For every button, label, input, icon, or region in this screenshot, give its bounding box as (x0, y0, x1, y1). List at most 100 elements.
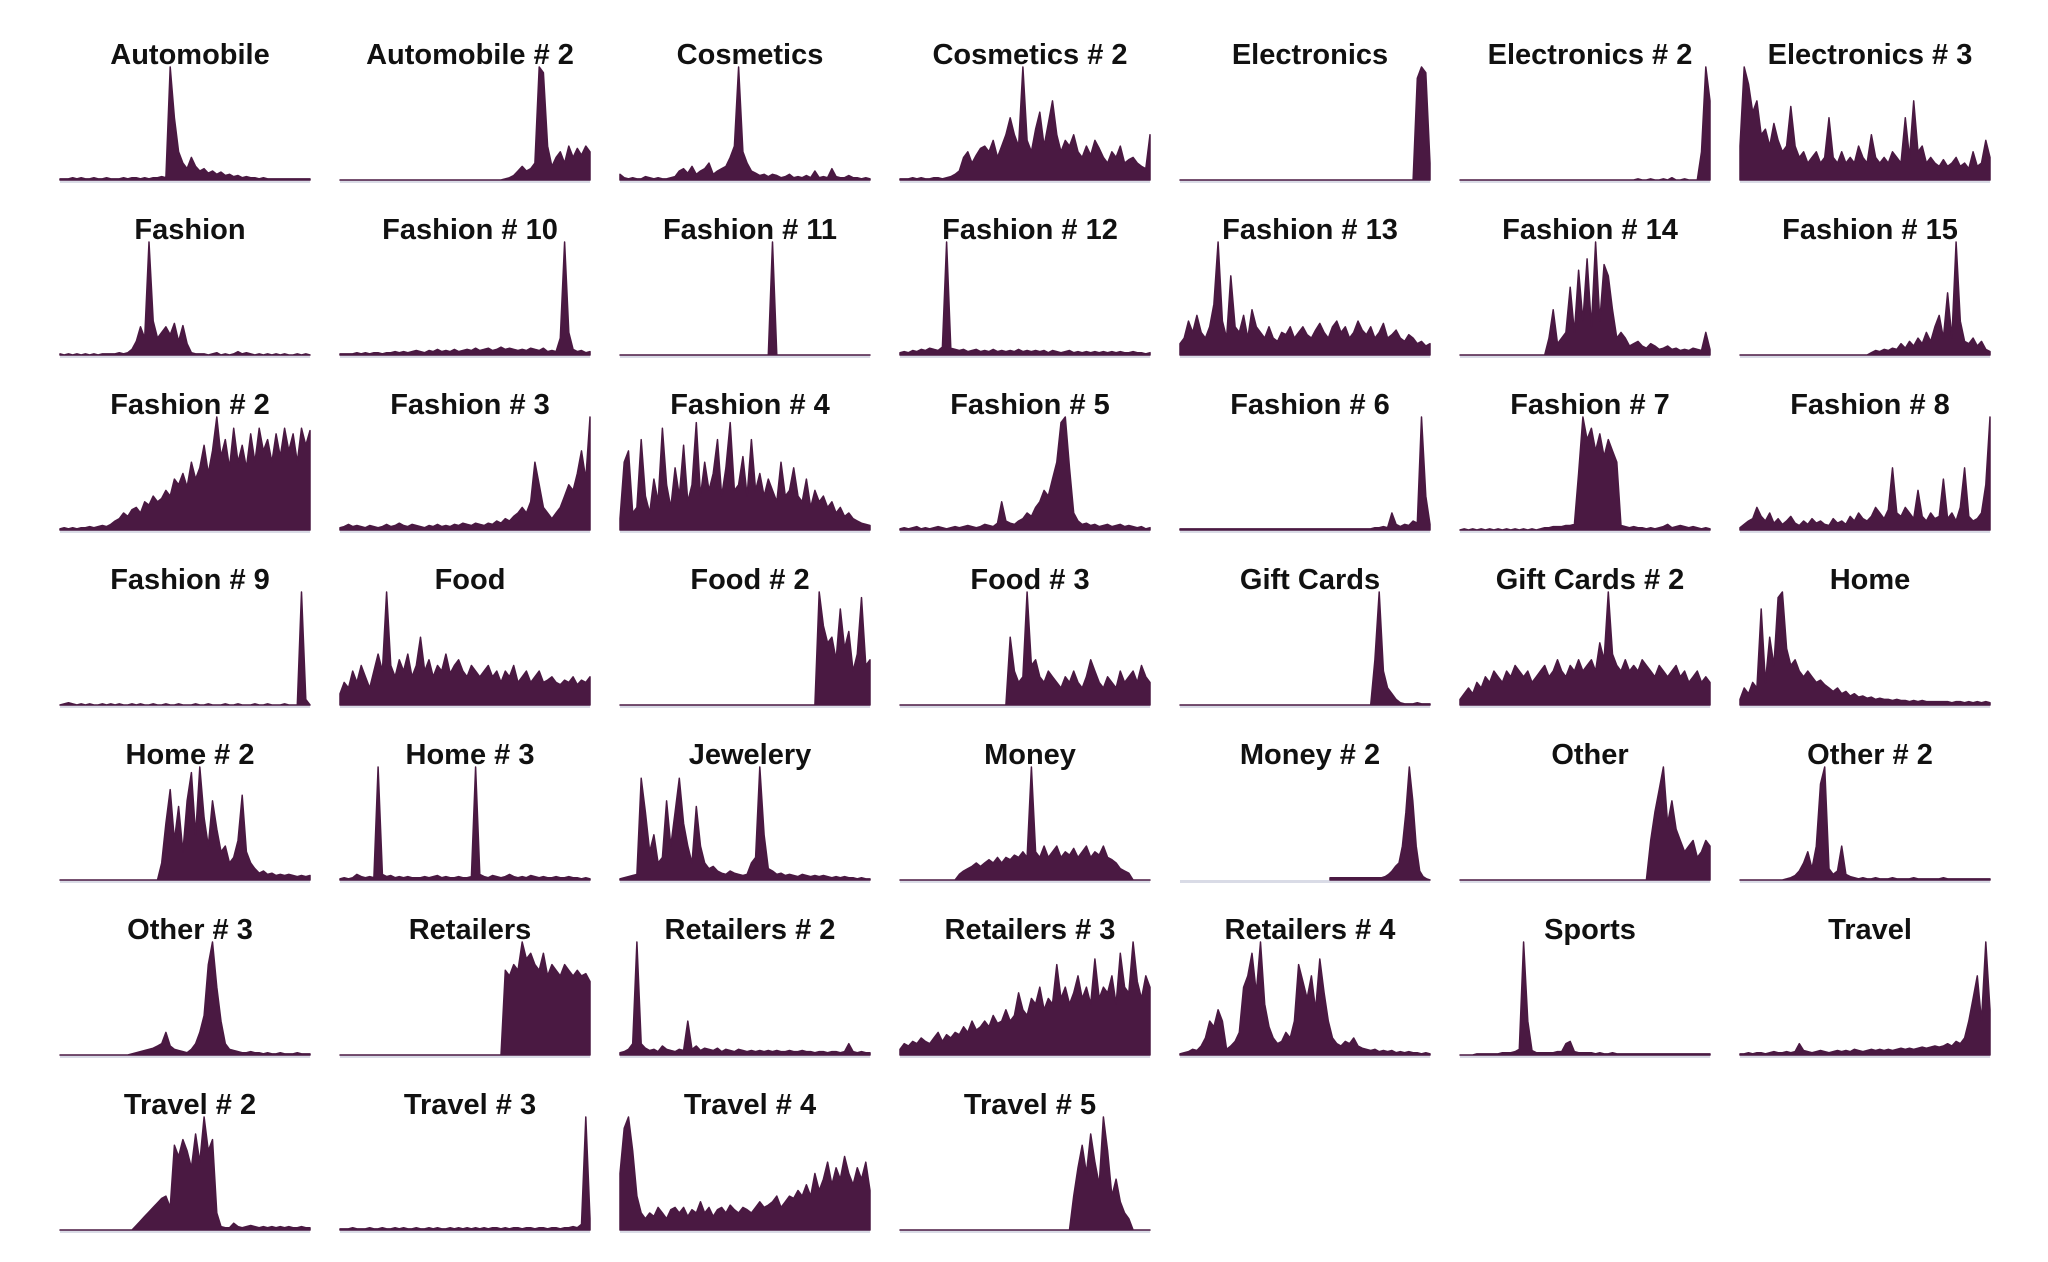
area-series (1459, 66, 1711, 181)
area-series (1739, 66, 1991, 181)
panel-title: Fashion # 12 (942, 214, 1118, 246)
area-series (1179, 416, 1431, 531)
area-series (59, 416, 311, 531)
panel-title: Other # 3 (127, 914, 253, 946)
panel: Other # 3 (59, 914, 311, 1058)
panel: Fashion # 8 (1739, 389, 1991, 533)
area-series (1459, 766, 1711, 881)
panel-title: Money # 2 (1240, 739, 1380, 771)
panel: Retailers # 3 (899, 914, 1151, 1058)
area-series (899, 416, 1151, 531)
panel: Automobile # 2 (339, 39, 591, 183)
area-series (339, 941, 591, 1056)
panel-title: Cosmetics (677, 39, 824, 71)
panel-title: Automobile # 2 (366, 39, 574, 71)
area-series (1329, 766, 1431, 881)
panel-title: Fashion # 10 (382, 214, 558, 246)
area-series (339, 766, 591, 881)
panel-title: Home # 2 (126, 739, 255, 771)
panel: Travel # 4 (619, 1089, 871, 1233)
panel-title: Gift Cards # 2 (1496, 564, 1685, 596)
panel: Electronics (1179, 39, 1431, 183)
panel: Fashion # 3 (339, 389, 591, 533)
panel: Home # 3 (339, 739, 591, 883)
panel-title: Fashion # 15 (1782, 214, 1958, 246)
panel: Gift Cards # 2 (1459, 564, 1711, 708)
panel: Fashion # 4 (619, 389, 871, 533)
area-series (339, 416, 591, 531)
panel-title: Fashion # 7 (1510, 389, 1670, 421)
panel-title: Retailers # 3 (945, 914, 1116, 946)
panel-title: Fashion # 13 (1222, 214, 1398, 246)
panel-title: Food (435, 564, 506, 596)
panel-title: Travel # 2 (124, 1089, 256, 1121)
area-series (339, 591, 591, 706)
panel-title: Other (1551, 739, 1628, 771)
panel-title: Fashion # 8 (1790, 389, 1950, 421)
panel: Fashion # 12 (899, 214, 1151, 358)
area-series (59, 1116, 311, 1231)
panel: Money (899, 739, 1151, 883)
panel: Retailers (339, 914, 591, 1058)
area-series (1459, 591, 1711, 706)
panel-title: Jewelery (689, 739, 812, 771)
panel-title: Travel # 4 (684, 1089, 816, 1121)
panel: Automobile (59, 39, 311, 183)
panel-title: Retailers # 2 (665, 914, 836, 946)
panel: Food (339, 564, 591, 708)
panel-title: Food # 2 (690, 564, 809, 596)
area-series (1739, 416, 1991, 531)
area-series (619, 66, 871, 181)
panel: Fashion # 10 (339, 214, 591, 358)
panel: Fashion # 9 (59, 564, 311, 708)
panel: Cosmetics # 2 (899, 39, 1151, 183)
area-series (59, 241, 311, 356)
panel-title: Fashion # 3 (390, 389, 550, 421)
area-series (619, 941, 871, 1056)
panel: Sports (1459, 914, 1711, 1058)
area-series (1459, 241, 1711, 356)
panel: Other # 2 (1739, 739, 1991, 883)
panel: Fashion # 11 (619, 214, 871, 358)
panel: Home (1739, 564, 1991, 708)
area-series (1459, 416, 1711, 531)
area-series (59, 941, 311, 1056)
panel-title: Home (1830, 564, 1911, 596)
panel-title: Retailers # 4 (1225, 914, 1396, 946)
panel: Fashion # 14 (1459, 214, 1711, 358)
area-series (1179, 241, 1431, 356)
area-series (619, 1116, 871, 1231)
area-series (899, 941, 1151, 1056)
panel-title: Retailers (409, 914, 532, 946)
panel-title: Electronics (1232, 39, 1388, 71)
panel-title: Fashion # 2 (110, 389, 270, 421)
panel: Electronics # 3 (1739, 39, 1991, 183)
area-series (1459, 941, 1711, 1056)
panel-title: Fashion # 4 (670, 389, 830, 421)
panel-title: Electronics # 2 (1488, 39, 1693, 71)
area-series (899, 241, 1151, 356)
area-series (339, 66, 591, 181)
panel-title: Fashion (134, 214, 245, 246)
panel: Travel # 3 (339, 1089, 591, 1233)
panel-title: Gift Cards (1240, 564, 1380, 596)
panel: Food # 3 (899, 564, 1151, 708)
area-series (339, 1116, 591, 1231)
panel: Electronics # 2 (1459, 39, 1711, 183)
panel-title: Fashion # 6 (1230, 389, 1390, 421)
area-series (1179, 66, 1431, 181)
panel: Fashion # 5 (899, 389, 1151, 533)
panel-title: Automobile (110, 39, 270, 71)
panel-title: Sports (1544, 914, 1636, 946)
panel: Fashion # 7 (1459, 389, 1711, 533)
area-series (619, 241, 871, 356)
area-series (619, 421, 871, 531)
panel: Fashion # 13 (1179, 214, 1431, 358)
panel-title: Other # 2 (1807, 739, 1933, 771)
panel-title: Travel # 5 (964, 1089, 1096, 1121)
panel-title: Electronics # 3 (1768, 39, 1973, 71)
area-series (59, 591, 311, 706)
area-series (1179, 591, 1431, 706)
panel: Jewelery (619, 739, 871, 883)
